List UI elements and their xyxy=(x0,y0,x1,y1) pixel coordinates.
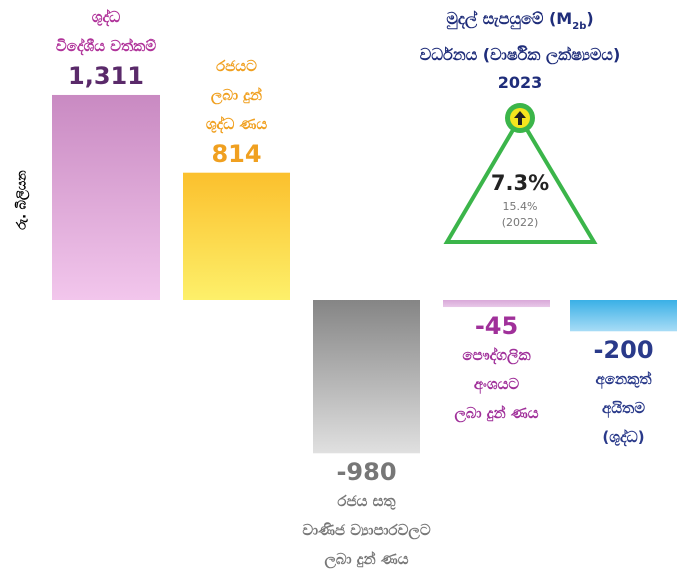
bar xyxy=(570,300,677,332)
bar-label: -45 පෞද්ගලික අංශයට ලබා දුන් ණය xyxy=(422,311,572,428)
annotation-year: 2023 xyxy=(498,73,543,92)
category-label: රජයට ලබා දුන් ශුද්ධ ණය xyxy=(205,56,268,133)
annotation-previous: 15.4% xyxy=(503,200,538,213)
bar-label: -200 අනෙකුත් අයිතම (ශුද්ධ) xyxy=(549,335,691,452)
category-label: අනෙකුත් අයිතම (ශුද්ධ) xyxy=(595,370,652,447)
annotation-value: 7.3% xyxy=(491,171,549,195)
value-label: -45 xyxy=(474,312,519,341)
annotation-title: වර්ධනය (වාර්ෂික ලක්ෂ්‍යමය) xyxy=(420,45,621,66)
bar-label: 1,311 ශුද්ධ විදේශීය වත්කම් xyxy=(31,3,181,91)
category-label: ශුද්ධ විදේශීය වත්කම් xyxy=(55,7,157,55)
bar xyxy=(313,300,420,454)
category-label: රජය සතු වාණිජ ව්‍යාපාරවලට ලබා දුන් ණය xyxy=(302,492,431,569)
bar xyxy=(183,172,290,300)
bar xyxy=(52,94,160,301)
annotation-title: මුදල් සැපයුමේ (M2b) xyxy=(446,9,594,32)
triangle xyxy=(443,114,598,244)
annotation-previous-year: (2022) xyxy=(502,216,539,229)
bar-label: -980 රජය සතු වාණිජ ව්‍යාපාරවලට ලබා දුන් ණ… xyxy=(292,457,442,574)
bar-label: 814 රජයට ලබා දුන් ශුද්ධ ණය xyxy=(162,52,312,169)
category-label: පෞද්ගලික අංශයට ලබා දුන් ණය xyxy=(454,346,539,423)
bar xyxy=(443,300,550,308)
value-label: 1,311 xyxy=(68,61,144,90)
up-arrow xyxy=(514,111,526,125)
value-label: -200 xyxy=(593,336,654,365)
value-label: 814 xyxy=(211,139,262,168)
y-axis-label: රු. බිලියන xyxy=(14,170,31,230)
value-label: -980 xyxy=(336,458,397,487)
